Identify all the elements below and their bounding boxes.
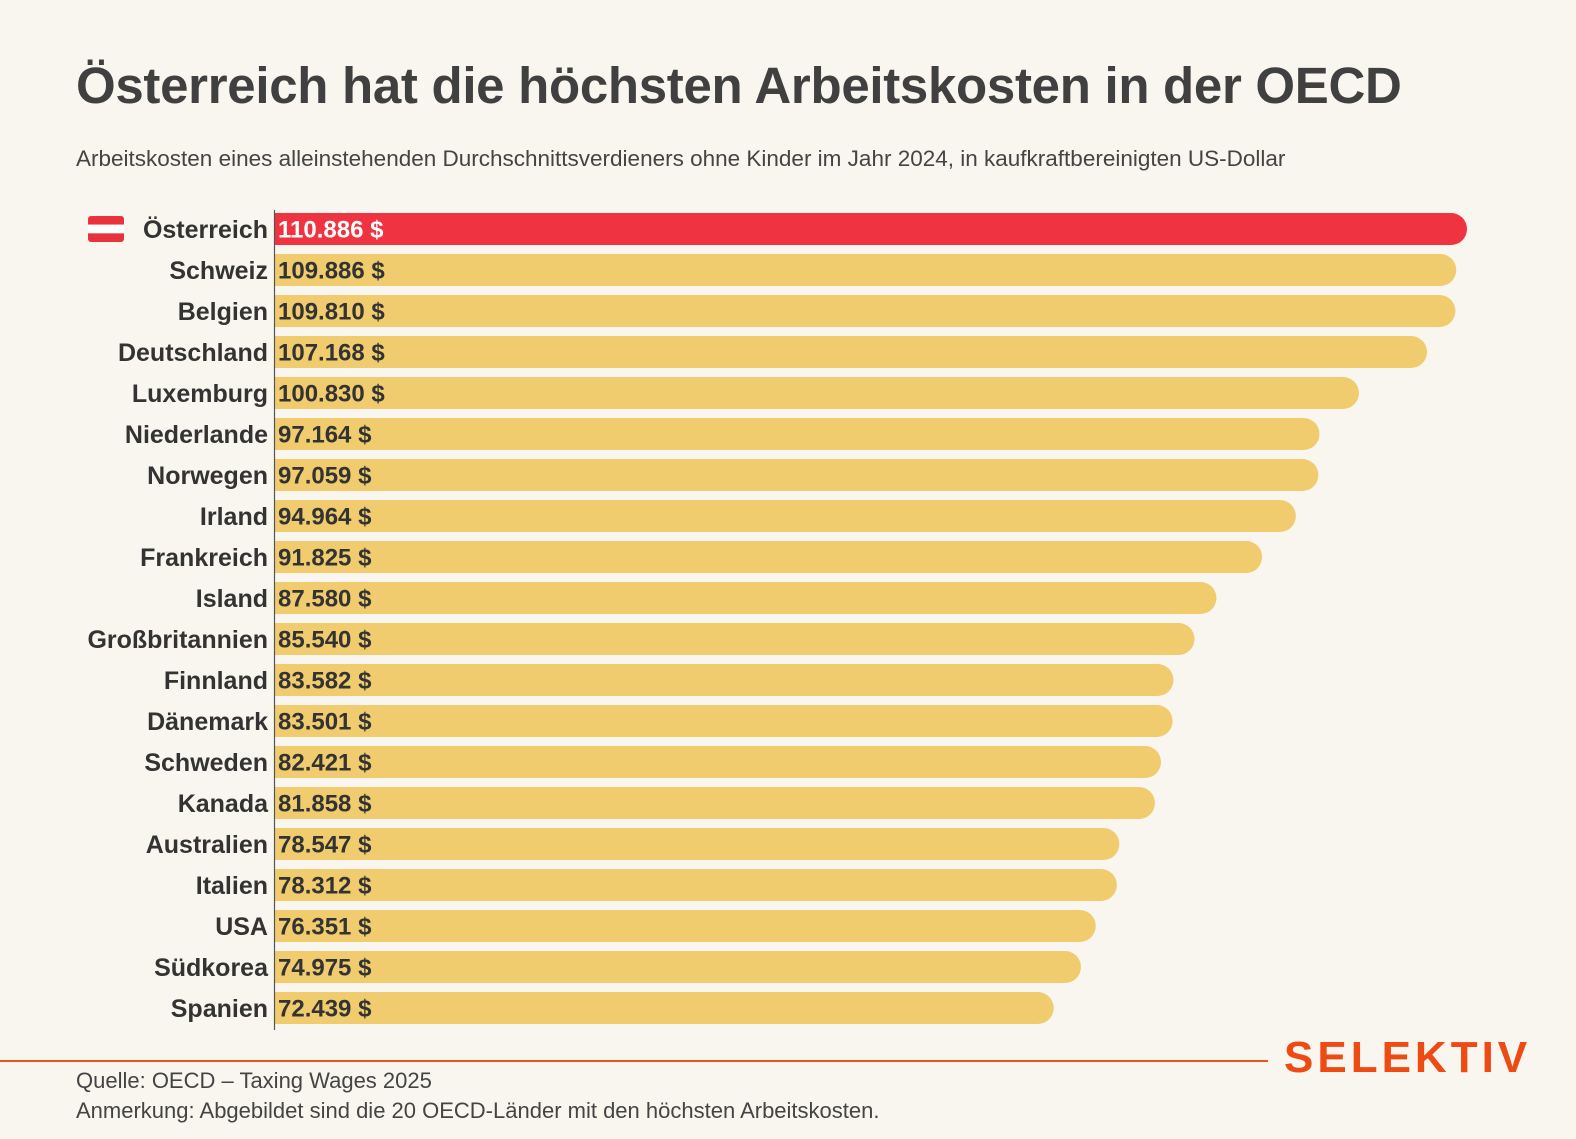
value-label: 91.825 $ [278, 545, 372, 572]
category-label: Finnland [164, 667, 268, 695]
category-label: Deutschland [118, 339, 268, 367]
bar-norwegen [275, 459, 1319, 491]
category-label: Spanien [171, 995, 268, 1023]
bar-irland [275, 500, 1296, 532]
chart-title: Österreich hat die höchsten Arbeitskoste… [76, 57, 1402, 114]
value-label: 97.059 $ [278, 463, 372, 490]
bar-island [275, 582, 1217, 614]
bars-layer [275, 213, 1467, 1024]
bar-belgien [275, 295, 1456, 327]
category-label: Irland [200, 503, 268, 531]
category-label: Großbritannien [87, 626, 268, 654]
category-label: USA [215, 913, 268, 941]
value-label: 78.547 $ [278, 832, 372, 859]
bar-finnland [275, 664, 1174, 696]
value-label: 82.421 $ [278, 750, 372, 777]
category-label: Niederlande [125, 421, 268, 449]
bar-italien [275, 869, 1117, 901]
category-label: Australien [146, 831, 268, 859]
bar-schweiz [275, 254, 1457, 286]
bar-australien [275, 828, 1120, 860]
selektiv-logo: SELEKTIV [1284, 1033, 1532, 1082]
category-label: Südkorea [154, 954, 269, 982]
value-label: 72.439 $ [278, 996, 372, 1023]
value-label: 85.540 $ [278, 627, 372, 654]
category-label: Österreich [143, 215, 268, 244]
labels-layer: 110.886 $ Österreich 109.886 $ Schweiz 109.8… [87, 215, 385, 1023]
source-note: Quelle: OECD – Taxing Wages 2025 [76, 1068, 432, 1093]
category-label: Island [196, 585, 268, 613]
value-label: 94.964 $ [278, 504, 372, 531]
category-label: Schweiz [169, 257, 268, 285]
value-label: 100.830 $ [278, 381, 385, 408]
austria-flag-icon [88, 216, 124, 242]
bar-südkorea [275, 951, 1081, 983]
value-label: 74.975 $ [278, 955, 372, 982]
value-label: 78.312 $ [278, 873, 372, 900]
value-label: 81.858 $ [278, 791, 372, 818]
value-label: 87.580 $ [278, 586, 372, 613]
bar-dänemark [275, 705, 1173, 737]
bar-deutschland [275, 336, 1428, 368]
bar-großbritannien [275, 623, 1195, 655]
value-label: 83.501 $ [278, 709, 372, 736]
value-label: 109.886 $ [278, 258, 385, 285]
bar-niederlande [275, 418, 1320, 450]
bar-chart: 110.886 $ Österreich 109.886 $ Schweiz 109.8… [87, 210, 1467, 1030]
value-label: 110.886 $ [278, 217, 384, 244]
bar-österreich [275, 213, 1467, 245]
value-label: 76.351 $ [278, 914, 372, 941]
category-label: Belgien [178, 298, 268, 326]
category-label: Norwegen [147, 462, 268, 490]
value-label: 107.168 $ [278, 340, 385, 367]
value-label: 83.582 $ [278, 668, 372, 695]
footer-divider [0, 1060, 1268, 1062]
bar-schweden [275, 746, 1162, 778]
category-label: Schweden [144, 749, 268, 777]
category-label: Frankreich [140, 544, 268, 572]
category-label: Dänemark [147, 708, 268, 736]
category-label: Italien [196, 872, 268, 900]
bar-spanien [275, 992, 1054, 1024]
value-label: 97.164 $ [278, 422, 372, 449]
chart-subtitle: Arbeitskosten eines alleinstehenden Durc… [76, 146, 1286, 171]
bar-frankreich [275, 541, 1263, 573]
bar-usa [275, 910, 1096, 942]
bar-luxemburg [275, 377, 1359, 409]
category-label: Kanada [178, 790, 269, 818]
category-label: Luxemburg [132, 380, 268, 408]
value-label: 109.810 $ [278, 299, 385, 326]
annotation-note: Anmerkung: Abgebildet sind die 20 OECD-L… [76, 1098, 880, 1123]
bar-kanada [275, 787, 1155, 819]
